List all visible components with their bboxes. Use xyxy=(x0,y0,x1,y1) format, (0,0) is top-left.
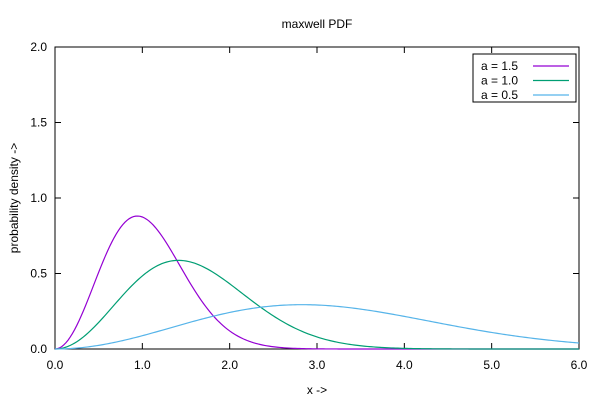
series-line-a-1-5 xyxy=(54,215,579,350)
x-tick-label: 0.0 xyxy=(47,358,64,372)
x-axis-label: x -> xyxy=(307,383,327,397)
series-line-a-1-0 xyxy=(54,259,579,350)
legend: a = 1.5a = 1.0a = 0.5 xyxy=(472,53,577,103)
x-axis: 0.0 1.0 2.0 3.0 4.0 5.0 6.0 xyxy=(47,47,588,372)
chart-title: maxwell PDF xyxy=(282,17,353,31)
x-tick-label: 3.0 xyxy=(309,358,326,372)
x-tick-label: 5.0 xyxy=(483,358,500,372)
x-tick-label: 6.0 xyxy=(571,358,588,372)
legend-box xyxy=(472,53,577,103)
series-line-a-0-5 xyxy=(54,304,580,350)
y-axis-label: probability density -> xyxy=(7,143,21,253)
series-lines xyxy=(54,215,580,350)
x-tick-label: 4.0 xyxy=(396,358,413,372)
legend-label: a = 0.5 xyxy=(481,88,518,102)
x-tick-label: 2.0 xyxy=(221,358,238,372)
x-tick-label: 1.0 xyxy=(134,358,151,372)
legend-label: a = 1.5 xyxy=(481,59,518,73)
y-tick-label: 0.0 xyxy=(30,342,47,356)
y-axis: 0.0 0.5 1.0 1.5 2.0 xyxy=(30,40,579,356)
y-tick-label: 1.5 xyxy=(30,116,47,130)
y-tick-label: 2.0 xyxy=(30,40,47,54)
legend-label: a = 1.0 xyxy=(481,74,518,88)
y-tick-label: 1.0 xyxy=(30,191,47,205)
y-tick-label: 0.5 xyxy=(30,267,47,281)
